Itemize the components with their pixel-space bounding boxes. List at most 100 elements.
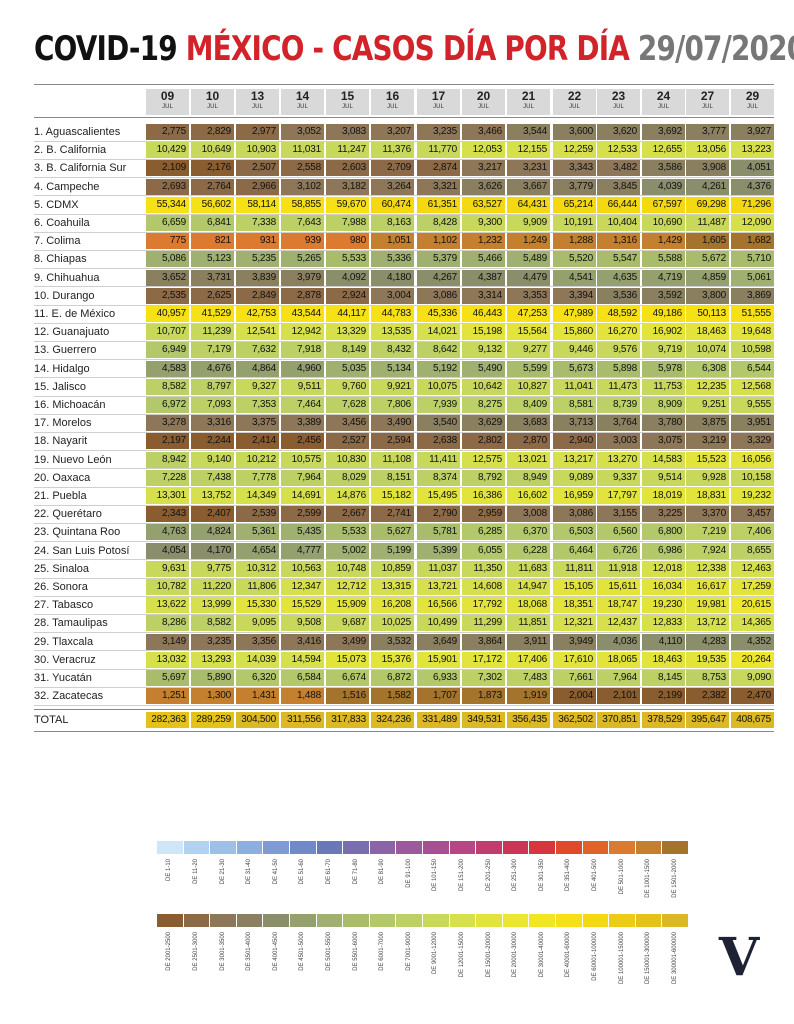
- case-cell: 14,947: [507, 579, 550, 595]
- state-label: 14. Hidalgo: [34, 362, 90, 375]
- total-label: TOTAL: [34, 714, 69, 727]
- state-label: 32. Zacatecas: [34, 690, 104, 703]
- case-cell: 1,316: [597, 233, 640, 250]
- case-cell: 19,232: [731, 488, 774, 504]
- case-cell: 3,394: [553, 287, 596, 304]
- case-cell: 5,435: [281, 524, 324, 541]
- case-cell: 1,873: [462, 688, 505, 705]
- case-cell: 47,989: [553, 306, 596, 322]
- case-cell: 2,709: [371, 160, 414, 177]
- case-cell: 4,960: [281, 360, 324, 377]
- case-cell: 9,251: [686, 397, 729, 413]
- case-cell: 5,061: [731, 269, 774, 286]
- case-cell: 3,649: [417, 633, 460, 650]
- case-cell: 65,214: [553, 196, 596, 213]
- row-divider: [34, 268, 774, 270]
- case-cell: 2,849: [236, 287, 279, 304]
- legend-label: DE 151-200: [458, 859, 465, 892]
- case-cell: 6,933: [417, 670, 460, 686]
- legend-swatch: [609, 841, 635, 854]
- case-cell: 6,544: [731, 360, 774, 377]
- case-cell: 18,351: [553, 597, 596, 614]
- row-divider: [34, 431, 774, 433]
- case-cell: 3,278: [146, 415, 189, 432]
- case-cell: 7,632: [236, 342, 279, 359]
- case-cell: 9,132: [462, 342, 505, 359]
- case-cell: 9,514: [642, 469, 685, 486]
- case-cell: 16,208: [371, 597, 414, 614]
- date-header: 24 JUL: [642, 89, 685, 115]
- legend-swatch: [449, 914, 476, 927]
- state-label: 15. Jalisco: [34, 380, 86, 393]
- legend-swatch: [502, 914, 529, 927]
- case-cell: 11,753: [642, 378, 685, 395]
- total-cell: 349,531: [462, 712, 505, 729]
- case-cell: 3,219: [686, 433, 729, 450]
- case-cell: 2,343: [146, 506, 189, 523]
- case-cell: 6,949: [146, 342, 189, 359]
- case-cell: 9,090: [731, 670, 774, 686]
- case-cell: 58,114: [236, 196, 279, 213]
- case-cell: 3,532: [371, 633, 414, 650]
- case-cell: 8,275: [462, 397, 505, 413]
- legend-label: DE 3001-3500: [219, 932, 226, 971]
- case-cell: 6,726: [597, 542, 640, 559]
- case-cell: 3,949: [553, 633, 596, 650]
- case-cell: 3,052: [281, 124, 324, 140]
- legend-swatch: [263, 841, 289, 854]
- row-divider: [34, 686, 774, 688]
- case-cell: 7,406: [731, 524, 774, 541]
- case-cell: 16,056: [731, 451, 774, 468]
- case-cell: 3,911: [507, 633, 550, 650]
- case-cell: 5,123: [191, 251, 234, 268]
- case-cell: 2,407: [191, 506, 234, 523]
- legend-label: DE 15001-20000: [485, 932, 492, 978]
- row-divider: [34, 213, 774, 215]
- case-cell: 10,075: [417, 378, 460, 395]
- case-cell: 2,667: [326, 506, 369, 523]
- case-cell: 6,972: [146, 397, 189, 413]
- row-divider: [34, 522, 774, 524]
- date-day: 10: [205, 89, 220, 103]
- case-cell: 13,752: [191, 488, 234, 504]
- case-cell: 18,831: [686, 488, 729, 504]
- case-cell: 15,901: [417, 651, 460, 668]
- case-cell: 5,490: [462, 360, 505, 377]
- case-cell: 4,676: [191, 360, 234, 377]
- state-label: 6. Coahuila: [34, 217, 90, 229]
- row-divider: [34, 541, 774, 543]
- legend-swatch: [476, 841, 502, 854]
- case-cell: 3,713: [553, 415, 596, 432]
- case-cell: 10,499: [417, 615, 460, 632]
- case-cell: 3,003: [597, 433, 640, 450]
- case-cell: 7,643: [281, 215, 324, 231]
- case-cell: 4,180: [371, 269, 414, 286]
- case-cell: 11,918: [597, 560, 640, 577]
- case-cell: 5,199: [371, 542, 414, 559]
- case-cell: 10,690: [642, 215, 685, 231]
- case-cell: 16,566: [417, 597, 460, 614]
- case-cell: 9,775: [191, 560, 234, 577]
- total-cell: 331,489: [417, 712, 460, 729]
- case-cell: 2,959: [462, 506, 505, 523]
- case-cell: 9,327: [236, 378, 279, 395]
- case-cell: 7,464: [281, 397, 324, 413]
- legend-swatch: [236, 914, 263, 927]
- case-cell: 10,212: [236, 451, 279, 468]
- legend-label: DE 51-60: [299, 859, 306, 885]
- row-divider: [34, 577, 774, 579]
- case-cell: 41,529: [191, 306, 234, 322]
- case-cell: 4,039: [642, 178, 685, 195]
- case-cell: 7,483: [507, 670, 550, 686]
- case-cell: 15,182: [371, 488, 414, 504]
- case-cell: 11,851: [507, 615, 550, 632]
- legend-label: DE 21-30: [219, 859, 226, 885]
- case-cell: 6,800: [642, 524, 685, 541]
- case-cell: 12,155: [507, 142, 550, 159]
- case-cell: 7,924: [686, 542, 729, 559]
- case-cell: 17,610: [553, 651, 596, 668]
- case-cell: 13,999: [191, 597, 234, 614]
- legend-swatch: [582, 841, 609, 854]
- case-cell: 8,797: [191, 378, 234, 395]
- case-cell: 2,599: [281, 506, 324, 523]
